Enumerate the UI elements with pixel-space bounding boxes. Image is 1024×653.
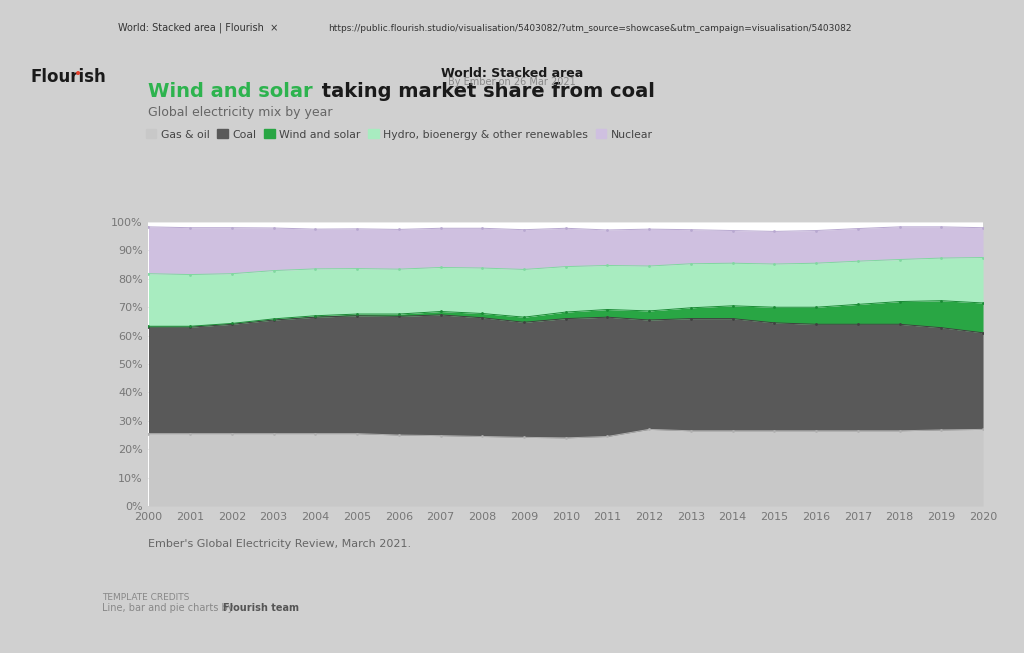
Text: By Ember on 26 Mar 2021: By Ember on 26 Mar 2021 — [449, 77, 575, 88]
Text: Global electricity mix by year: Global electricity mix by year — [148, 106, 333, 119]
Legend: Gas & oil, Coal, Wind and solar, Hydro, bioenergy & other renewables, Nuclear: Gas & oil, Coal, Wind and solar, Hydro, … — [145, 129, 652, 140]
Text: Flourish team: Flourish team — [223, 603, 299, 613]
Text: TEMPLATE CREDITS: TEMPLATE CREDITS — [102, 593, 189, 602]
Text: World: Stacked area | Flourish  ×: World: Stacked area | Flourish × — [118, 22, 278, 33]
Text: Flourish: Flourish — [31, 68, 106, 86]
Text: Wind and solar: Wind and solar — [148, 82, 313, 101]
Text: Ember's Global Electricity Review, March 2021.: Ember's Global Electricity Review, March… — [148, 539, 412, 549]
Text: Line, bar and pie charts by: Line, bar and pie charts by — [102, 603, 237, 613]
Text: World: Stacked area: World: Stacked area — [441, 67, 583, 80]
Text: https://public.flourish.studio/visualisation/5403082/?utm_source=showcase&utm_ca: https://public.flourish.studio/visualisa… — [328, 24, 851, 33]
Text: taking market share from coal: taking market share from coal — [315, 82, 655, 101]
Text: •: • — [74, 67, 82, 82]
